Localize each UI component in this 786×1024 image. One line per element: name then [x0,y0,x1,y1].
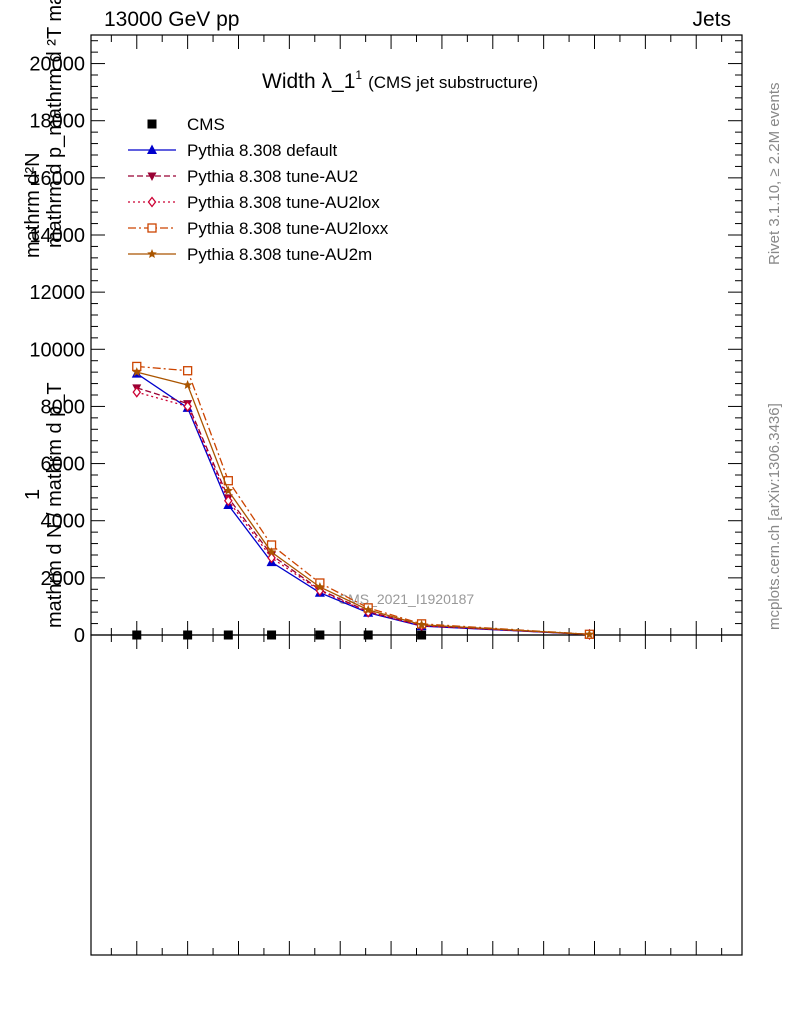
legend-marker [147,144,157,154]
data-point [417,630,427,640]
chart-title-main: Width λ_1 [262,70,355,93]
legend-marker [147,196,157,208]
chart-title-suffix: (CMS jet substructure) [368,73,538,92]
y-tick-label: 4000 [41,511,86,533]
x-ticks [110,35,723,955]
legend-label: Pythia 8.308 tune-AU2m [187,245,372,264]
y-tick-label: 20000 [29,54,85,76]
y-ticks: 0 2000 4000 6000 8000 10000 12000 14000 16000 180… [29,40,742,647]
y-tick-label: 14000 [29,225,85,247]
data-point [132,386,142,398]
data-point [267,552,276,564]
legend-label: CMS [187,115,225,134]
chart-title-sup: 1 [355,68,362,82]
data-point [267,630,277,640]
legend: CMS Pythia 8.308 default Pythia 8.308 tune… [128,115,389,264]
watermark: CMS_2021_I1920187 [338,591,474,607]
series-cms [132,630,427,640]
data-point [183,400,192,412]
data-point [416,619,427,629]
data-point [183,630,193,640]
legend-item: Pythia 8.308 tune-AU2 [128,167,358,186]
series-line [136,387,590,636]
data-point [132,367,142,377]
y-tick-label: 16000 [29,168,85,190]
legend-marker [147,119,157,129]
header-category-label: Jets [692,8,731,31]
data-point [315,630,325,640]
legend-label: Pythia 8.308 default [187,141,338,160]
data-point [584,629,595,639]
series-line [136,365,590,635]
chart-title: Width λ_11 (CMS jet substructure) [262,68,538,93]
svg-text:Width λ_11(CMS jet substructur: Width λ_11 (CMS jet substructure) [262,68,538,93]
y-tick-label: 0 [74,625,85,647]
y-tick-label: 10000 [29,339,85,361]
legend-marker [147,223,157,233]
legend-marker [147,172,157,181]
data-point [266,547,277,557]
data-point [182,380,193,389]
legend-item: CMS [147,115,225,134]
series-pythia-8-308-tune-au2m [132,367,595,639]
legend-label: Pythia 8.308 tune-AU2loxx [187,219,389,238]
y-tick-label: 8000 [41,396,86,418]
legend-label: Pythia 8.308 tune-AU2 [187,167,358,186]
data-point [223,630,233,640]
y-tick-label: 18000 [29,111,85,133]
series-line [136,391,590,636]
data-point [363,630,373,640]
data-point [223,495,233,507]
data-point [223,485,234,495]
data-point [132,630,142,640]
data-point [363,604,373,614]
series-line [136,373,590,636]
data-point [315,582,325,591]
y-tick-label: 2000 [41,568,86,590]
legend-marker [147,249,157,258]
series-line [136,371,590,636]
legend-item: Pythia 8.308 tune-AU2lox [128,193,380,212]
y-tick-label: 12000 [29,282,85,304]
y-tick-label: 6000 [41,454,86,476]
legend-item: Pythia 8.308 tune-AU2m [128,245,372,264]
legend-item: Pythia 8.308 tune-AU2loxx [128,219,389,238]
legend-label: Pythia 8.308 tune-AU2lox [187,193,380,212]
series-layer [131,361,595,640]
ratio-plot-frame [90,634,743,956]
legend-item: Pythia 8.308 default [128,141,338,160]
data-point [182,366,193,376]
header-process-label: 13000 GeV pp [104,8,240,31]
